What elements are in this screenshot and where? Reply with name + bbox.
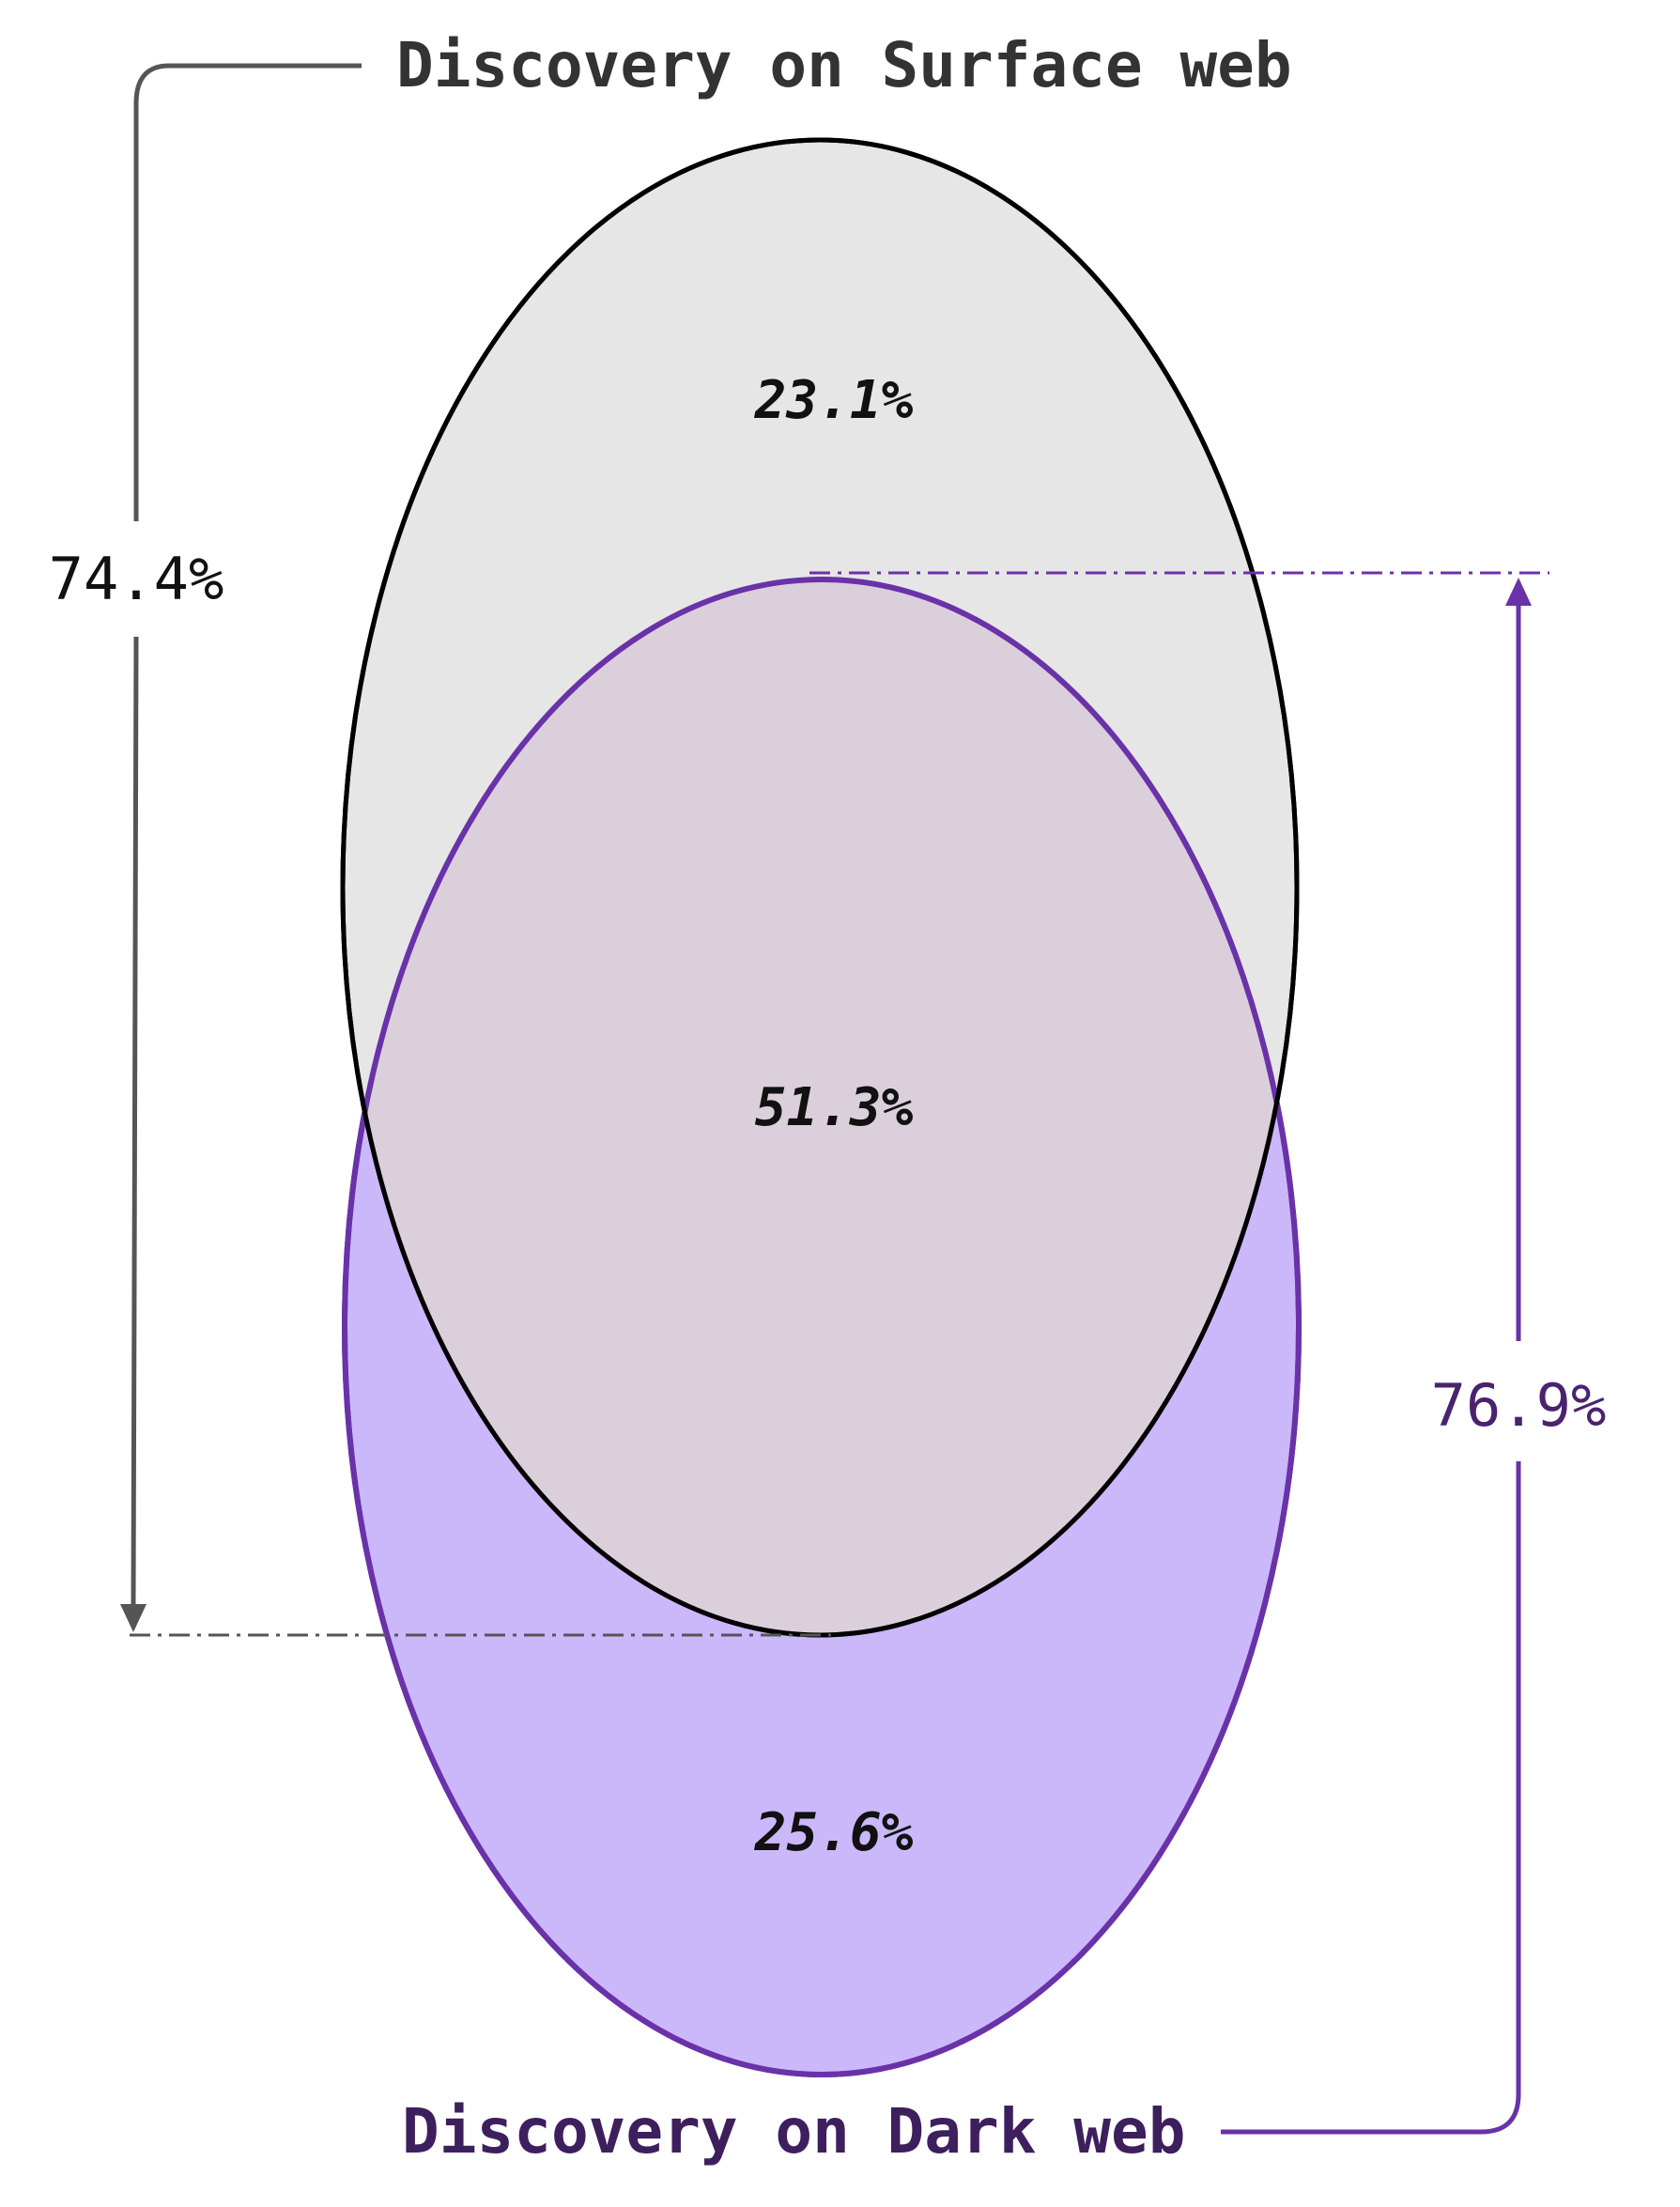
dark-bracket-bottom (1221, 1461, 1521, 2135)
dark-web-total: 76.9% (1431, 1371, 1607, 1440)
surface-bracket-arrowhead (120, 1604, 146, 1632)
surface-web-title: Discovery on Surface web (396, 29, 1292, 101)
overlap-region (345, 579, 1297, 1635)
surface-bracket-bottom (131, 636, 139, 1605)
dark-bracket-arrowhead (1505, 578, 1532, 606)
dark-web-title: Discovery on Dark web (402, 2095, 1185, 2168)
dark-web-outline (342, 577, 1302, 2077)
surface-bracket-top (133, 63, 362, 521)
surface-web-total: 74.4% (49, 545, 224, 613)
surface-only-value: 23.1% (754, 370, 914, 431)
dark-only-value: 25.6% (754, 1802, 914, 1863)
overlap-value: 51.3% (755, 1077, 914, 1138)
